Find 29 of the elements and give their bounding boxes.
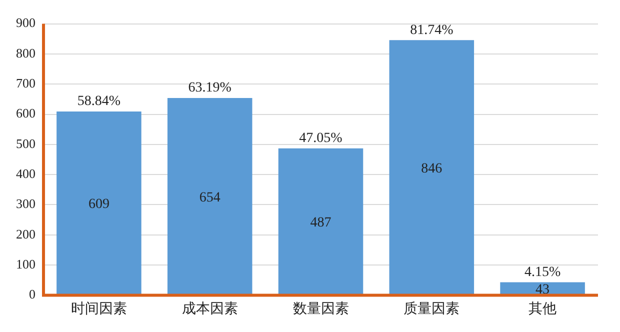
bar xyxy=(278,148,364,295)
bar xyxy=(167,98,252,295)
y-tick-label: 100 xyxy=(16,256,36,272)
data-label: 609 xyxy=(88,197,110,212)
x-tick-label: 时间因素 xyxy=(70,301,127,318)
data-label: 43 xyxy=(536,282,550,298)
bar xyxy=(56,112,142,295)
data-label: 487 xyxy=(310,216,332,231)
y-tick-label: 800 xyxy=(16,45,36,60)
bar xyxy=(389,40,474,295)
annotation: 58.84% xyxy=(77,94,121,110)
y-tick-label: 700 xyxy=(16,76,36,91)
y-tick-label: 200 xyxy=(16,226,36,242)
x-tick-label: 数量因素 xyxy=(292,301,349,318)
data-label: 654 xyxy=(199,190,220,206)
annotation: 81.74% xyxy=(410,22,454,38)
x-tick-label: 质量因素 xyxy=(404,301,460,318)
annotation: 63.19% xyxy=(188,80,232,96)
y-tick-label: 600 xyxy=(16,106,36,121)
y-tick-label: 500 xyxy=(16,136,36,151)
y-tick-label: 300 xyxy=(16,196,36,212)
y-tick-label: 400 xyxy=(16,166,36,181)
annotation: 47.05% xyxy=(299,131,343,146)
annotation: 4.15% xyxy=(524,264,561,280)
y-tick-label: 900 xyxy=(16,15,36,30)
x-tick-label: 成本因素 xyxy=(182,301,238,318)
data-label: 846 xyxy=(421,161,442,176)
y-tick-label: 0 xyxy=(29,286,36,302)
x-tick-label: 其他 xyxy=(528,301,557,318)
